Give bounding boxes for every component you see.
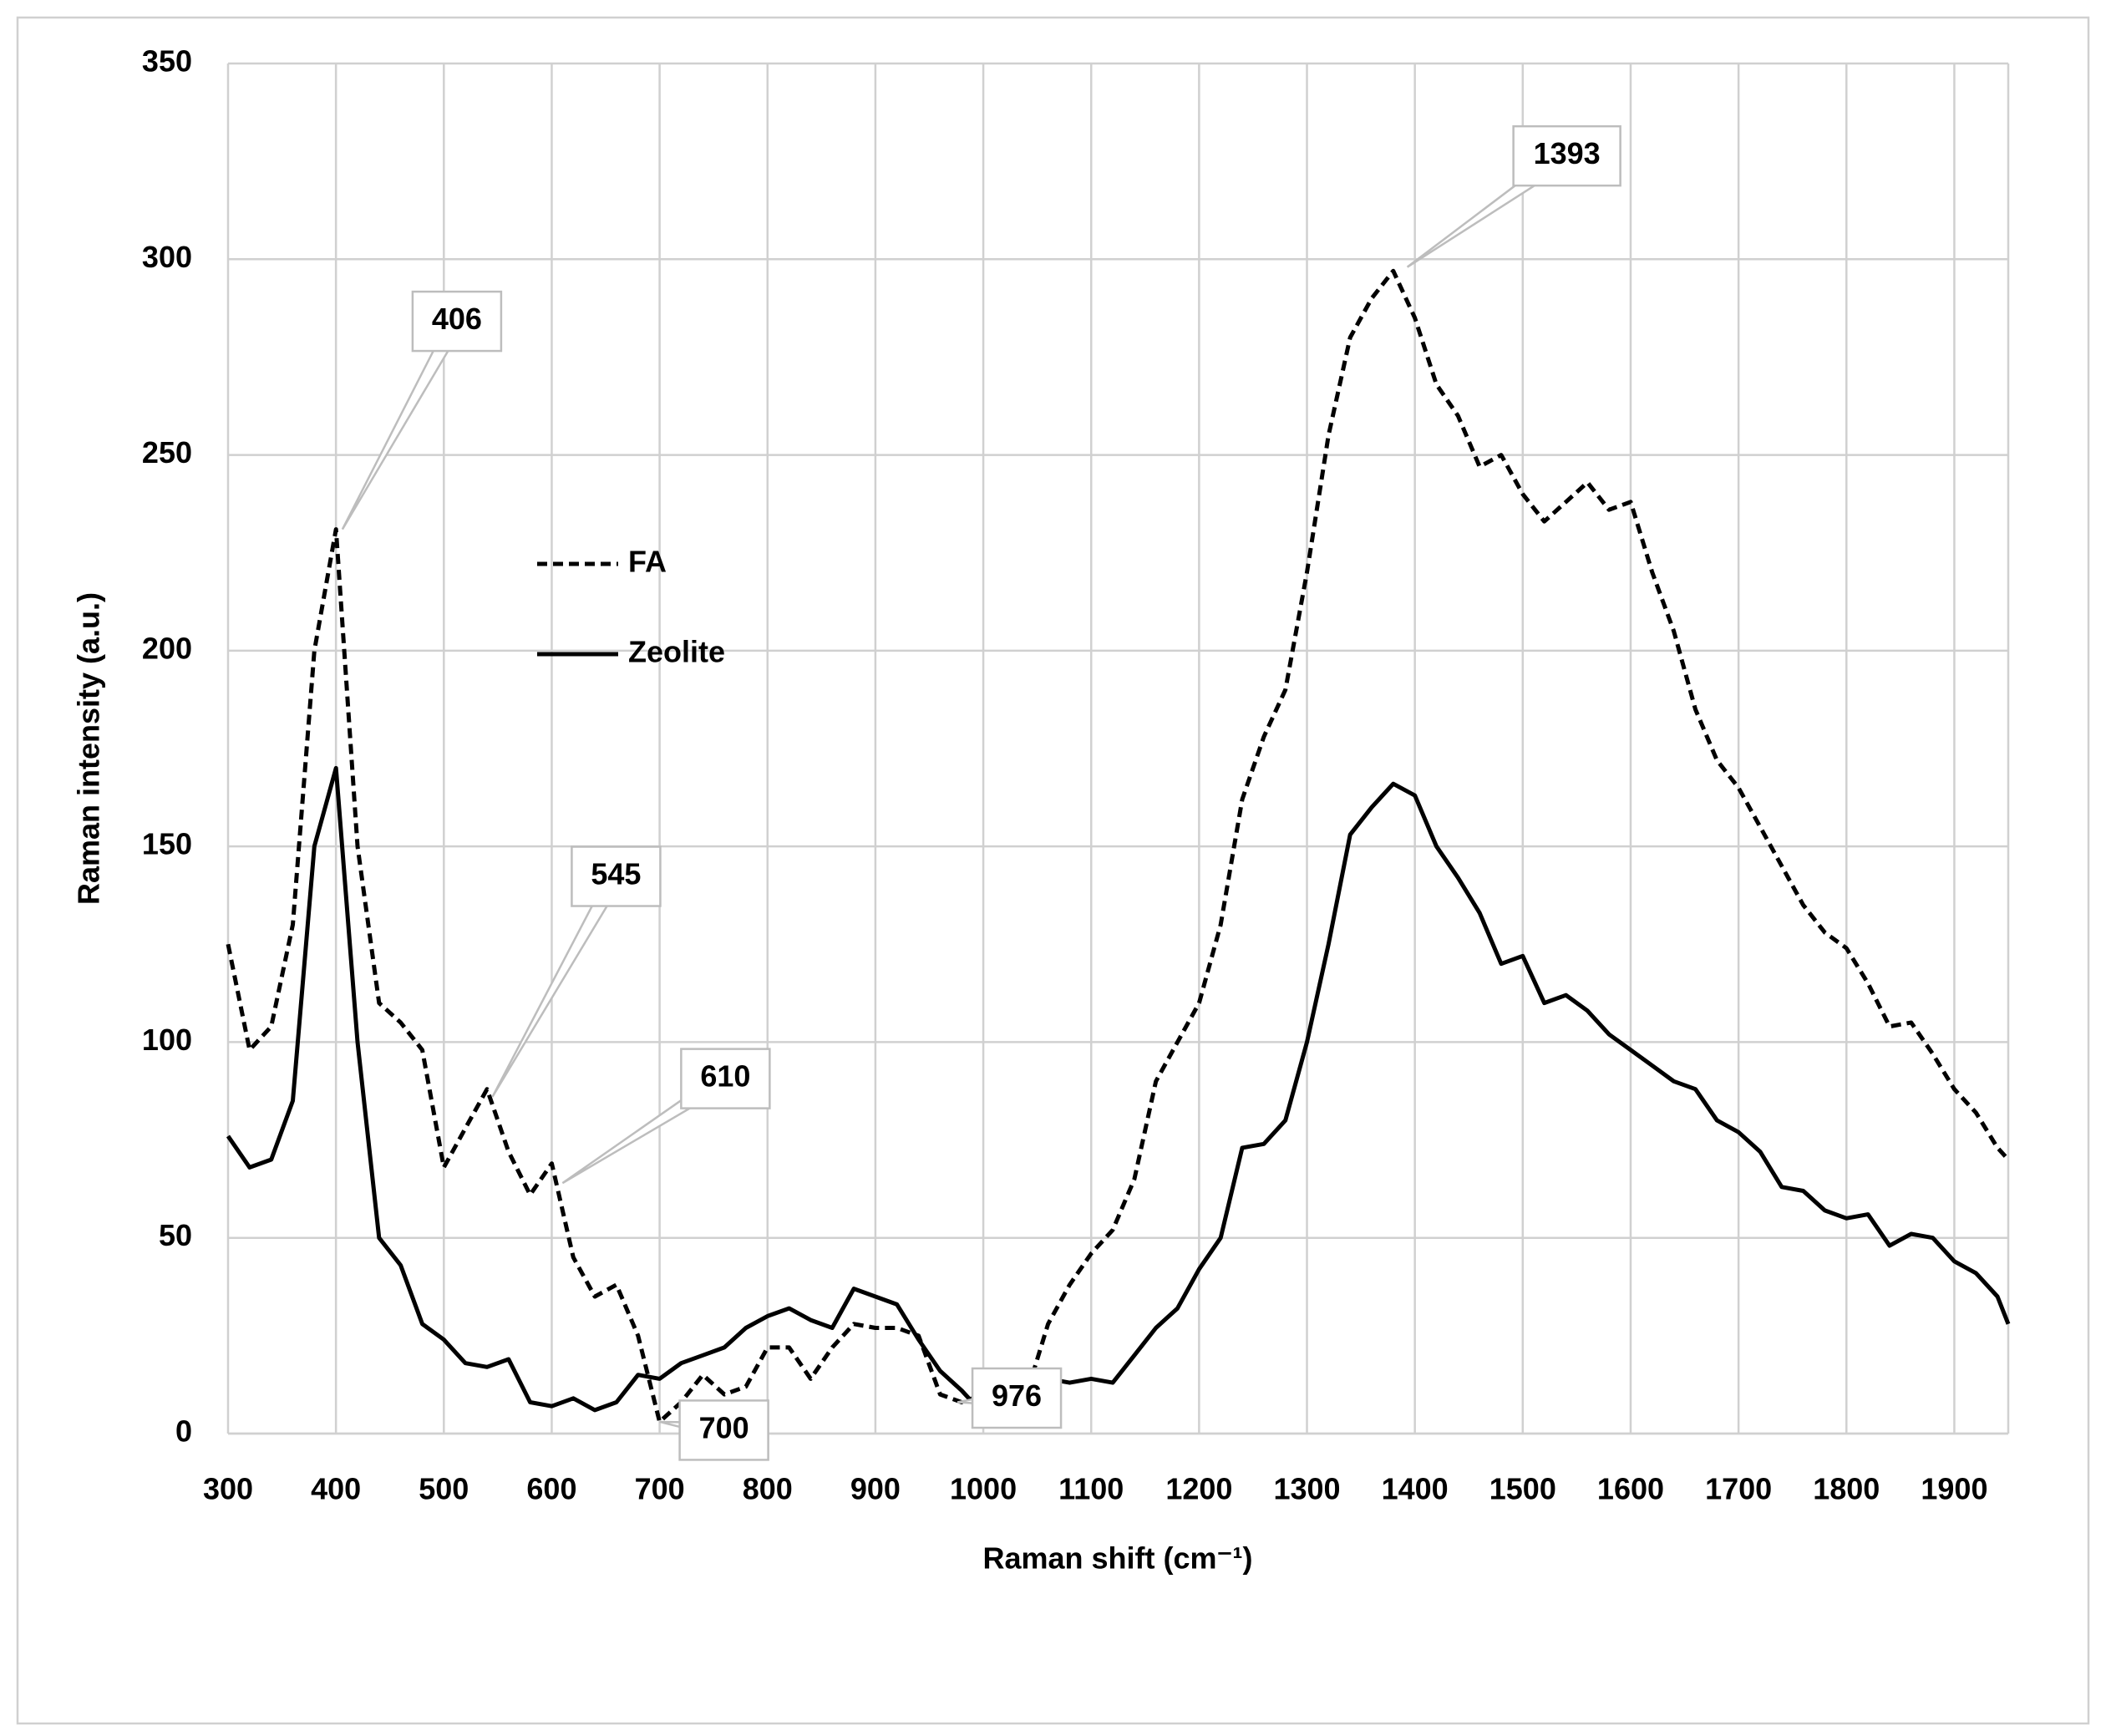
- x-tick-label: 900: [850, 1472, 901, 1506]
- y-tick-label: 100: [142, 1023, 192, 1057]
- callout-label: 406: [432, 302, 482, 336]
- x-tick-label: 400: [311, 1472, 361, 1506]
- x-tick-label: 300: [203, 1472, 253, 1506]
- callout-box: [971, 1367, 1063, 1429]
- callout-label: 976: [992, 1378, 1042, 1413]
- y-tick-label: 50: [159, 1218, 192, 1252]
- y-tick-label: 300: [142, 240, 192, 274]
- x-tick-label: 1900: [1921, 1472, 1987, 1506]
- y-tick-label: 150: [142, 827, 192, 861]
- callout-box: [678, 1399, 769, 1461]
- x-tick-label: 1000: [950, 1472, 1017, 1506]
- x-tick-label: 1400: [1382, 1472, 1449, 1506]
- y-axis-title: Raman intensity (a.u.): [72, 592, 106, 905]
- callout-label: 610: [700, 1059, 750, 1094]
- line-series: [226, 765, 2011, 1429]
- x-axis-title: Raman shift (cm⁻¹): [982, 1541, 1252, 1576]
- legend-label: FA: [628, 545, 667, 579]
- callout-label: 700: [699, 1410, 749, 1444]
- y-tick-label: 200: [142, 631, 192, 665]
- y-tick-label: 250: [142, 435, 192, 470]
- callout-label: 1393: [1534, 136, 1601, 170]
- x-tick-label: 1700: [1705, 1472, 1772, 1506]
- x-tick-label: 800: [743, 1472, 793, 1506]
- callout-label: 545: [591, 857, 641, 891]
- x-tick-label: 1600: [1597, 1472, 1664, 1506]
- x-tick-label: 1800: [1813, 1472, 1880, 1506]
- y-tick-label: 350: [142, 44, 192, 79]
- callout-box: [411, 290, 503, 353]
- x-tick-label: 700: [635, 1472, 685, 1506]
- legend-label: Zeolite: [628, 635, 725, 669]
- x-tick-label: 1300: [1273, 1472, 1340, 1506]
- callout-box: [571, 845, 662, 907]
- x-tick-label: 600: [526, 1472, 576, 1506]
- y-tick-label: 0: [175, 1414, 192, 1449]
- callout-box: [1512, 124, 1621, 187]
- x-tick-label: 500: [419, 1472, 469, 1506]
- line-series: [226, 268, 2010, 1424]
- x-tick-label: 1100: [1058, 1472, 1124, 1506]
- x-tick-label: 1500: [1489, 1472, 1556, 1506]
- x-tick-label: 1200: [1165, 1472, 1232, 1506]
- callout-box: [680, 1048, 771, 1109]
- chart-border: [16, 16, 2090, 1725]
